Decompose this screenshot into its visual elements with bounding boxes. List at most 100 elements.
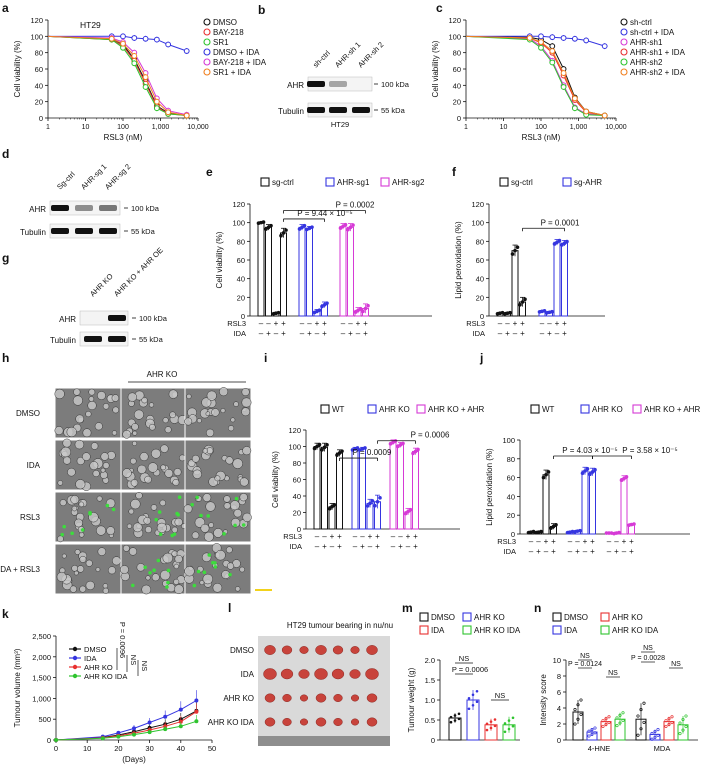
condition-sign: +	[547, 329, 552, 338]
cell	[173, 563, 180, 570]
legend-marker	[600, 612, 610, 622]
y-tick-label: 80	[476, 237, 484, 246]
y-tick-label: 80	[237, 237, 245, 246]
p-value: P = 0.0009	[353, 448, 392, 457]
cell	[144, 526, 152, 534]
p-value: P = 0.0096	[118, 622, 127, 658]
y-tick-label: 0	[480, 312, 484, 321]
data-point	[471, 703, 475, 707]
bar	[542, 474, 550, 535]
cell	[201, 397, 212, 408]
cell	[229, 500, 240, 511]
data-point	[348, 225, 353, 230]
legend-entry: AHR KO	[379, 405, 410, 414]
data-point	[132, 726, 136, 731]
fluorescent-cell	[213, 565, 218, 569]
condition-sign: +	[614, 547, 619, 556]
panel-label: i	[264, 351, 267, 365]
condition-sign: –	[368, 542, 373, 551]
data-point	[116, 730, 121, 735]
data-point	[416, 447, 420, 452]
condition-sign: +	[322, 542, 327, 551]
data-point	[583, 37, 590, 44]
legend-entry: DMSO	[564, 613, 588, 622]
x-tick-label: 40	[177, 744, 185, 753]
y-tick-label: 60	[453, 65, 461, 74]
kda-label: 55 kDa	[381, 106, 406, 115]
condition-sign: +	[398, 542, 403, 551]
data-point	[302, 223, 307, 228]
cell	[61, 553, 67, 559]
p-value: NS	[580, 653, 590, 660]
blot-row-label: AHR	[287, 81, 304, 90]
condition-sign: –	[266, 319, 271, 328]
fluorescent-cell	[70, 531, 74, 536]
cell	[133, 409, 144, 420]
condition-sign: +	[562, 319, 567, 328]
data-point	[587, 734, 591, 738]
cell	[72, 395, 83, 406]
y-tick-label: 40	[507, 492, 515, 501]
micrograph	[54, 491, 122, 543]
cell	[106, 526, 115, 535]
legend-entry: AHR KO	[84, 663, 113, 672]
cell	[226, 562, 235, 570]
panel-label: e	[206, 165, 213, 179]
cell	[191, 531, 200, 540]
kda-label: 55 kDa	[131, 227, 156, 236]
cell	[112, 406, 120, 414]
cell	[135, 491, 143, 500]
data-point	[664, 724, 668, 728]
legend-marker	[380, 177, 390, 187]
condition-sign: +	[375, 542, 380, 551]
data-point	[639, 708, 643, 712]
cell	[143, 516, 152, 525]
cell	[141, 584, 152, 595]
cell	[160, 464, 166, 471]
cell	[205, 428, 215, 437]
y-tick-label: 100	[471, 219, 484, 228]
condition-sign: –	[540, 329, 545, 338]
condition-sign: –	[555, 329, 560, 338]
y-tick-label: 20	[293, 509, 301, 518]
row-label: AHR KO	[223, 694, 254, 703]
data-point	[549, 59, 556, 66]
legend-marker	[620, 38, 628, 46]
p-value: P = 0.0006	[411, 431, 450, 440]
legend-entry: WT	[542, 405, 555, 414]
data-point	[178, 724, 183, 729]
cell	[97, 391, 106, 400]
data-point	[523, 297, 527, 302]
panel-label: k	[2, 607, 9, 621]
row-label: IDA + RSL3	[0, 565, 41, 574]
data-point	[279, 233, 283, 238]
cell	[223, 502, 231, 510]
fluorescent-cell	[170, 533, 175, 538]
data-point	[573, 722, 577, 726]
condition-sign: +	[555, 319, 560, 328]
blot-band	[51, 205, 69, 211]
condition-sign: –	[348, 319, 353, 328]
data-point	[276, 310, 281, 315]
cell	[69, 585, 77, 593]
y-tick-label: 60	[35, 65, 43, 74]
y-tick-label: 60	[476, 256, 484, 265]
fluorescent-cell	[80, 528, 85, 532]
condition-sign: +	[330, 532, 335, 541]
legend-entry: AHR-sg2	[392, 178, 425, 187]
cell	[132, 522, 143, 533]
cell	[137, 464, 147, 474]
group-label: MDA	[654, 744, 671, 753]
p-value: P = 0.0002	[336, 201, 375, 210]
y-tick-label: 60	[237, 256, 245, 265]
legend-marker	[203, 38, 211, 46]
data-point	[538, 39, 544, 45]
data-point	[542, 308, 547, 313]
legend-marker	[72, 646, 78, 652]
data-point	[541, 475, 546, 480]
bar	[561, 242, 568, 317]
cell	[174, 517, 183, 527]
data-point	[363, 306, 368, 311]
cell	[87, 400, 97, 411]
group-label: 4-HNE	[588, 744, 611, 753]
